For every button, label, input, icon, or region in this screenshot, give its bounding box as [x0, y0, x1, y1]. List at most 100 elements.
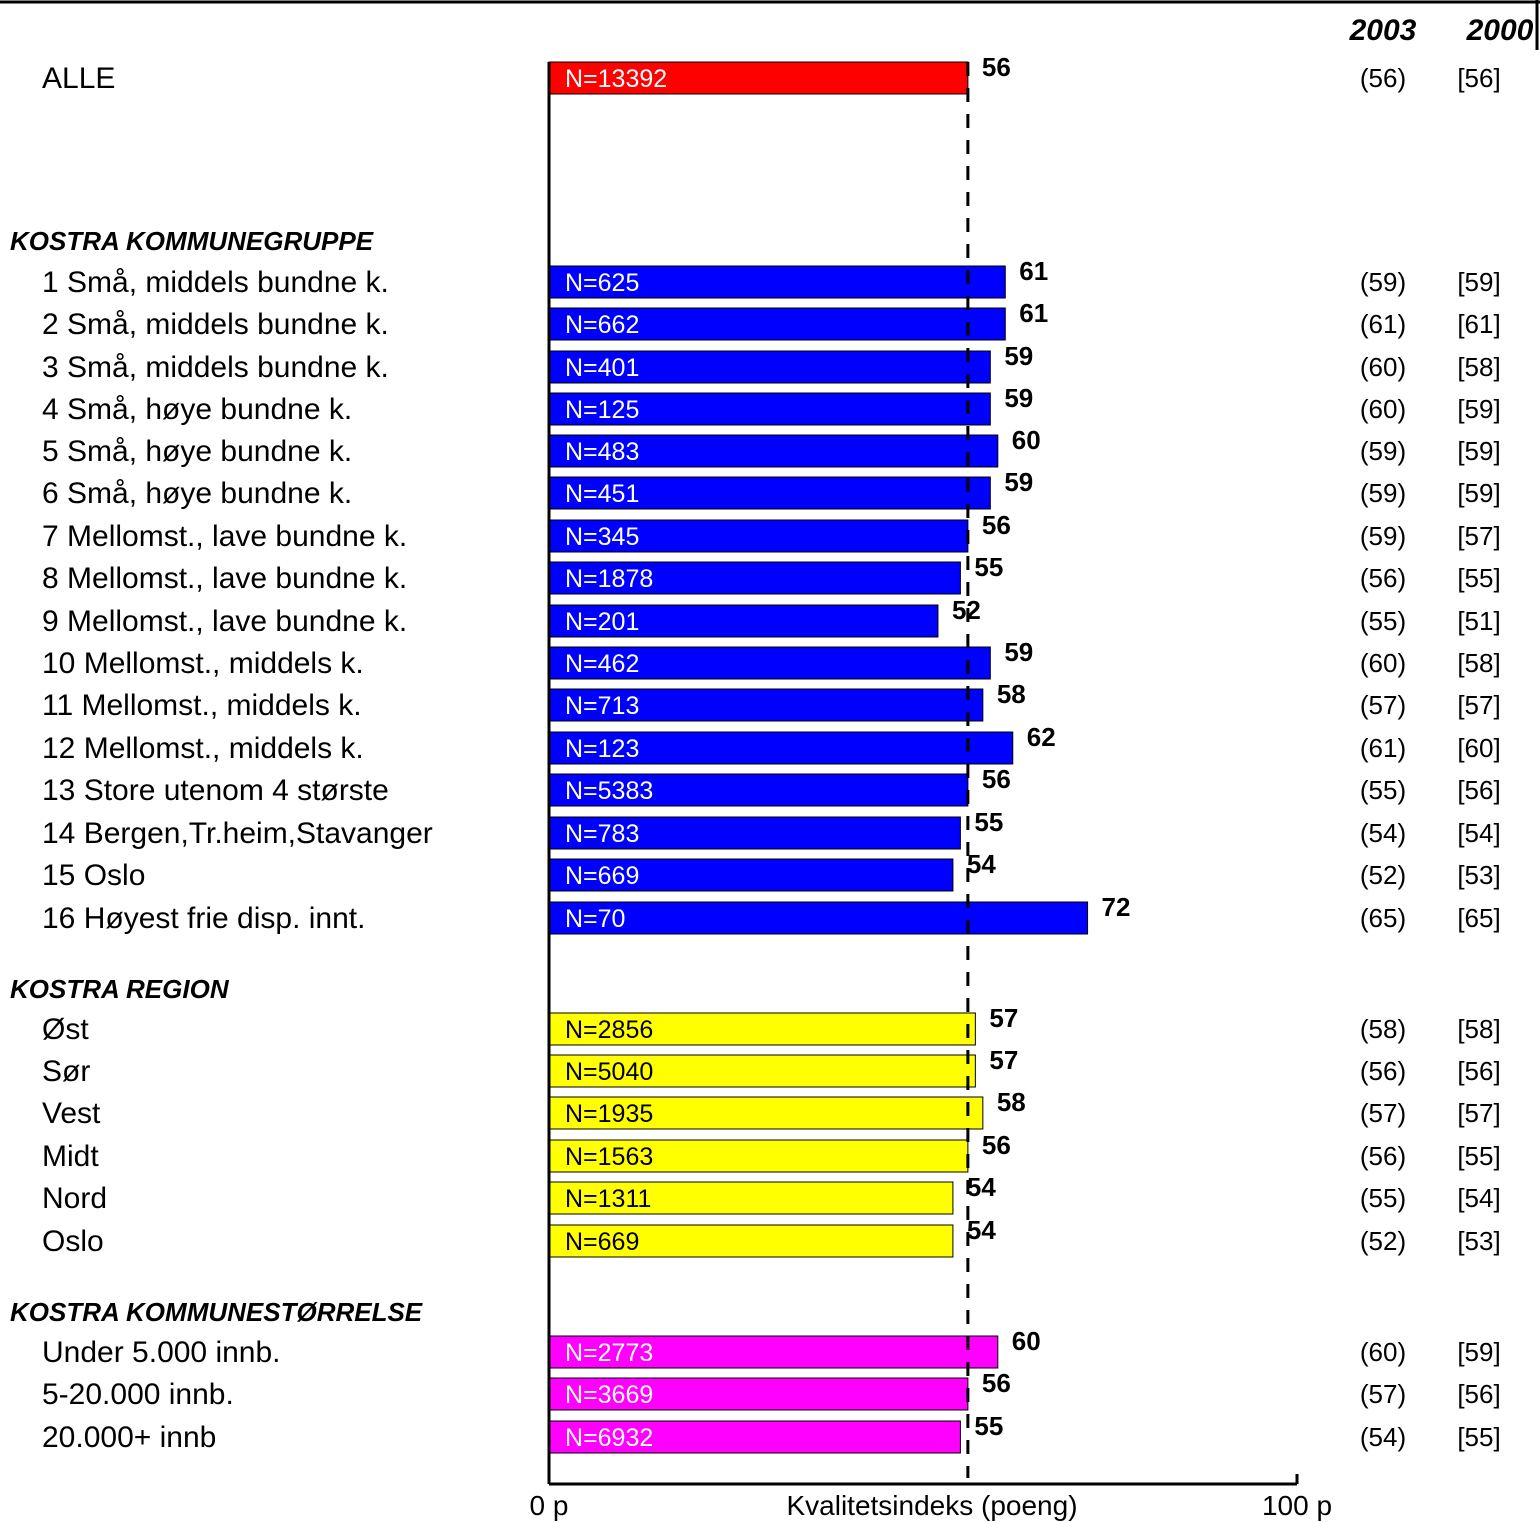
n-label: N=483 — [565, 438, 639, 466]
value-label: 57 — [989, 1003, 1018, 1033]
value-label: 59 — [1004, 383, 1033, 413]
n-label: N=70 — [565, 905, 625, 933]
bar — [548, 858, 954, 892]
prev-2003-value: (56) — [1360, 1056, 1406, 1086]
prev-2003-value: (58) — [1360, 1014, 1406, 1044]
value-label: 56 — [982, 764, 1011, 794]
prev-2000-value: [57] — [1457, 521, 1500, 551]
prev-2000-value: [59] — [1457, 394, 1500, 424]
prev-2003-value: (54) — [1360, 818, 1406, 848]
prev-2000-value: [56] — [1457, 1379, 1500, 1409]
bar — [548, 476, 991, 510]
value-label: 60 — [1012, 425, 1041, 455]
n-label: N=451 — [565, 480, 639, 508]
n-label: N=462 — [565, 650, 639, 678]
row-label: 13 Store utenom 4 største — [42, 774, 389, 807]
n-label: N=669 — [565, 1228, 639, 1256]
n-label: N=5040 — [565, 1058, 653, 1086]
value-label: 56 — [982, 510, 1011, 540]
bar — [548, 1335, 999, 1369]
prev-2000-value: [56] — [1457, 63, 1500, 93]
value-label: 54 — [967, 849, 996, 879]
value-label: 55 — [974, 807, 1003, 837]
prev-2000-value: [55] — [1457, 563, 1500, 593]
prev-2003-value: (59) — [1360, 436, 1406, 466]
value-label: 57 — [989, 1045, 1018, 1075]
row-label: 16 Høyest frie disp. innt. — [42, 902, 365, 935]
prev-2000-value: [61] — [1457, 309, 1500, 339]
bar — [548, 392, 991, 426]
prev-2000-value: [60] — [1457, 733, 1500, 763]
value-label: 55 — [974, 1411, 1003, 1441]
prev-2003-value: (60) — [1360, 394, 1406, 424]
prev-2000-value: [58] — [1457, 352, 1500, 382]
bar — [548, 688, 984, 722]
bar — [548, 561, 961, 595]
group-header-storrelse: KOSTRA KOMMUNESTØRRELSE — [10, 1297, 423, 1327]
prev-2003-value: (59) — [1360, 521, 1406, 551]
value-label: 61 — [1019, 298, 1048, 328]
prev-2003-value: (60) — [1360, 352, 1406, 382]
row-label: Øst — [42, 1013, 89, 1046]
bar — [548, 1377, 969, 1411]
row-label: ALLE — [42, 62, 115, 95]
bar — [548, 1054, 976, 1088]
value-label: 58 — [997, 679, 1026, 709]
prev-2003-value: (65) — [1360, 903, 1406, 933]
n-label: N=345 — [565, 523, 639, 551]
row-label: 8 Mellomst., lave bundne k. — [42, 562, 407, 595]
prev-2003-value: (60) — [1360, 648, 1406, 678]
row-label: 7 Mellomst., lave bundne k. — [42, 520, 407, 553]
prev-2000-value: [59] — [1457, 267, 1500, 297]
bar — [548, 265, 1006, 299]
n-label: N=125 — [565, 396, 639, 424]
value-label: 56 — [982, 52, 1011, 82]
row-label: 1 Små, middels bundne k. — [42, 266, 389, 299]
prev-2000-value: [54] — [1457, 818, 1500, 848]
value-label: 56 — [982, 1130, 1011, 1160]
prev-2000-value: [55] — [1457, 1141, 1500, 1171]
n-label: N=713 — [565, 692, 639, 720]
value-label: 61 — [1019, 256, 1048, 286]
value-label: 59 — [1004, 341, 1033, 371]
prev-2003-value: (61) — [1360, 733, 1406, 763]
bar — [548, 434, 999, 468]
bar — [548, 816, 961, 850]
row-label: Oslo — [42, 1225, 104, 1258]
row-label: 11 Mellomst., middels k. — [42, 689, 362, 722]
prev-2000-value: [53] — [1457, 1226, 1500, 1256]
column-header-2003: 2003 — [1349, 14, 1417, 47]
row-label: 5-20.000 innb. — [42, 1378, 234, 1411]
group-header-region: KOSTRA REGION — [10, 974, 230, 1004]
prev-2003-value: (56) — [1360, 1141, 1406, 1171]
row-label: 10 Mellomst., middels k. — [42, 647, 364, 680]
bar — [548, 604, 939, 638]
prev-2003-value: (54) — [1360, 1422, 1406, 1452]
row-label: 5 Små, høye bundne k. — [42, 435, 352, 468]
n-label: N=625 — [565, 269, 639, 297]
value-label: 59 — [1004, 467, 1033, 497]
prev-2003-value: (61) — [1360, 309, 1406, 339]
n-label: N=123 — [565, 735, 639, 763]
prev-2000-value: [51] — [1457, 606, 1500, 636]
prev-2003-value: (52) — [1360, 860, 1406, 890]
group-header-kommunegruppe: KOSTRA KOMMUNEGRUPPE — [10, 226, 374, 256]
x-tick-label-100: 100 p — [1262, 1490, 1332, 1521]
value-label: 54 — [967, 1215, 996, 1245]
bar — [548, 519, 969, 553]
prev-2003-value: (57) — [1360, 1098, 1406, 1128]
n-label: N=783 — [565, 820, 639, 848]
row-label: Sør — [42, 1055, 90, 1088]
row-label: Under 5.000 innb. — [42, 1336, 281, 1369]
n-label: N=5383 — [565, 777, 653, 805]
bar — [548, 901, 1089, 935]
prev-2000-value: [54] — [1457, 1183, 1500, 1213]
prev-2003-value: (60) — [1360, 1337, 1406, 1367]
bar — [548, 1224, 954, 1258]
x-tick-label-0: 0 p — [530, 1490, 569, 1521]
n-label: N=1311 — [565, 1185, 651, 1213]
n-label: N=1935 — [565, 1100, 653, 1128]
n-label: N=1878 — [565, 565, 653, 593]
n-label: N=2856 — [565, 1016, 653, 1044]
